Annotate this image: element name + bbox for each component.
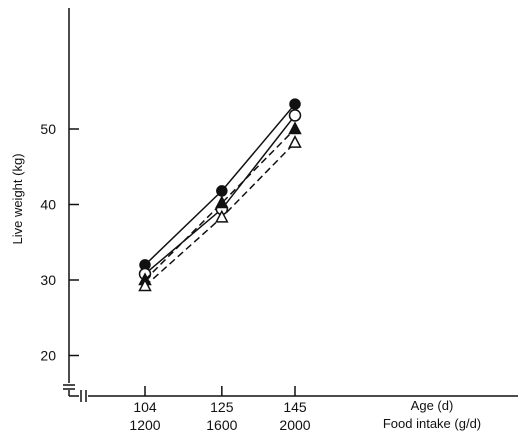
data-point	[216, 185, 228, 197]
data-point	[215, 195, 229, 209]
y-ticks: 20 30 40 50	[40, 121, 79, 364]
data-point	[288, 109, 302, 122]
x-tick-label-food-intake: 2000	[279, 417, 310, 433]
series-layer	[138, 98, 302, 292]
x-ticks: 104 1200 125 1600 145 2000	[129, 386, 311, 433]
series-filled-circle	[139, 98, 301, 271]
x-axis-secondary-title: Food intake (g/d)	[383, 416, 481, 431]
data-point	[215, 209, 229, 223]
series-line	[144, 128, 296, 281]
y-tick-label: 40	[40, 197, 56, 213]
series-open-triangle	[138, 134, 302, 292]
x-tick-label-food-intake: 1600	[206, 417, 237, 433]
data-point	[288, 134, 302, 148]
x-tick-label-food-intake: 1200	[129, 417, 160, 433]
y-tick-label: 20	[40, 348, 56, 364]
y-axis-title: Live weight (kg)	[10, 153, 25, 244]
x-tick-label-age: 125	[210, 399, 234, 415]
axes	[63, 8, 518, 402]
series-line	[144, 103, 296, 266]
x-axis-title: Age (d)	[411, 398, 454, 413]
x-tick-label-age: 145	[283, 399, 307, 415]
data-point	[138, 278, 152, 292]
series-filled-triangle	[138, 121, 302, 286]
y-tick-label: 30	[40, 272, 56, 288]
data-point	[288, 121, 302, 135]
y-tick-label: 50	[40, 121, 56, 137]
x-tick-label-age: 104	[133, 399, 157, 415]
data-point	[289, 98, 301, 110]
